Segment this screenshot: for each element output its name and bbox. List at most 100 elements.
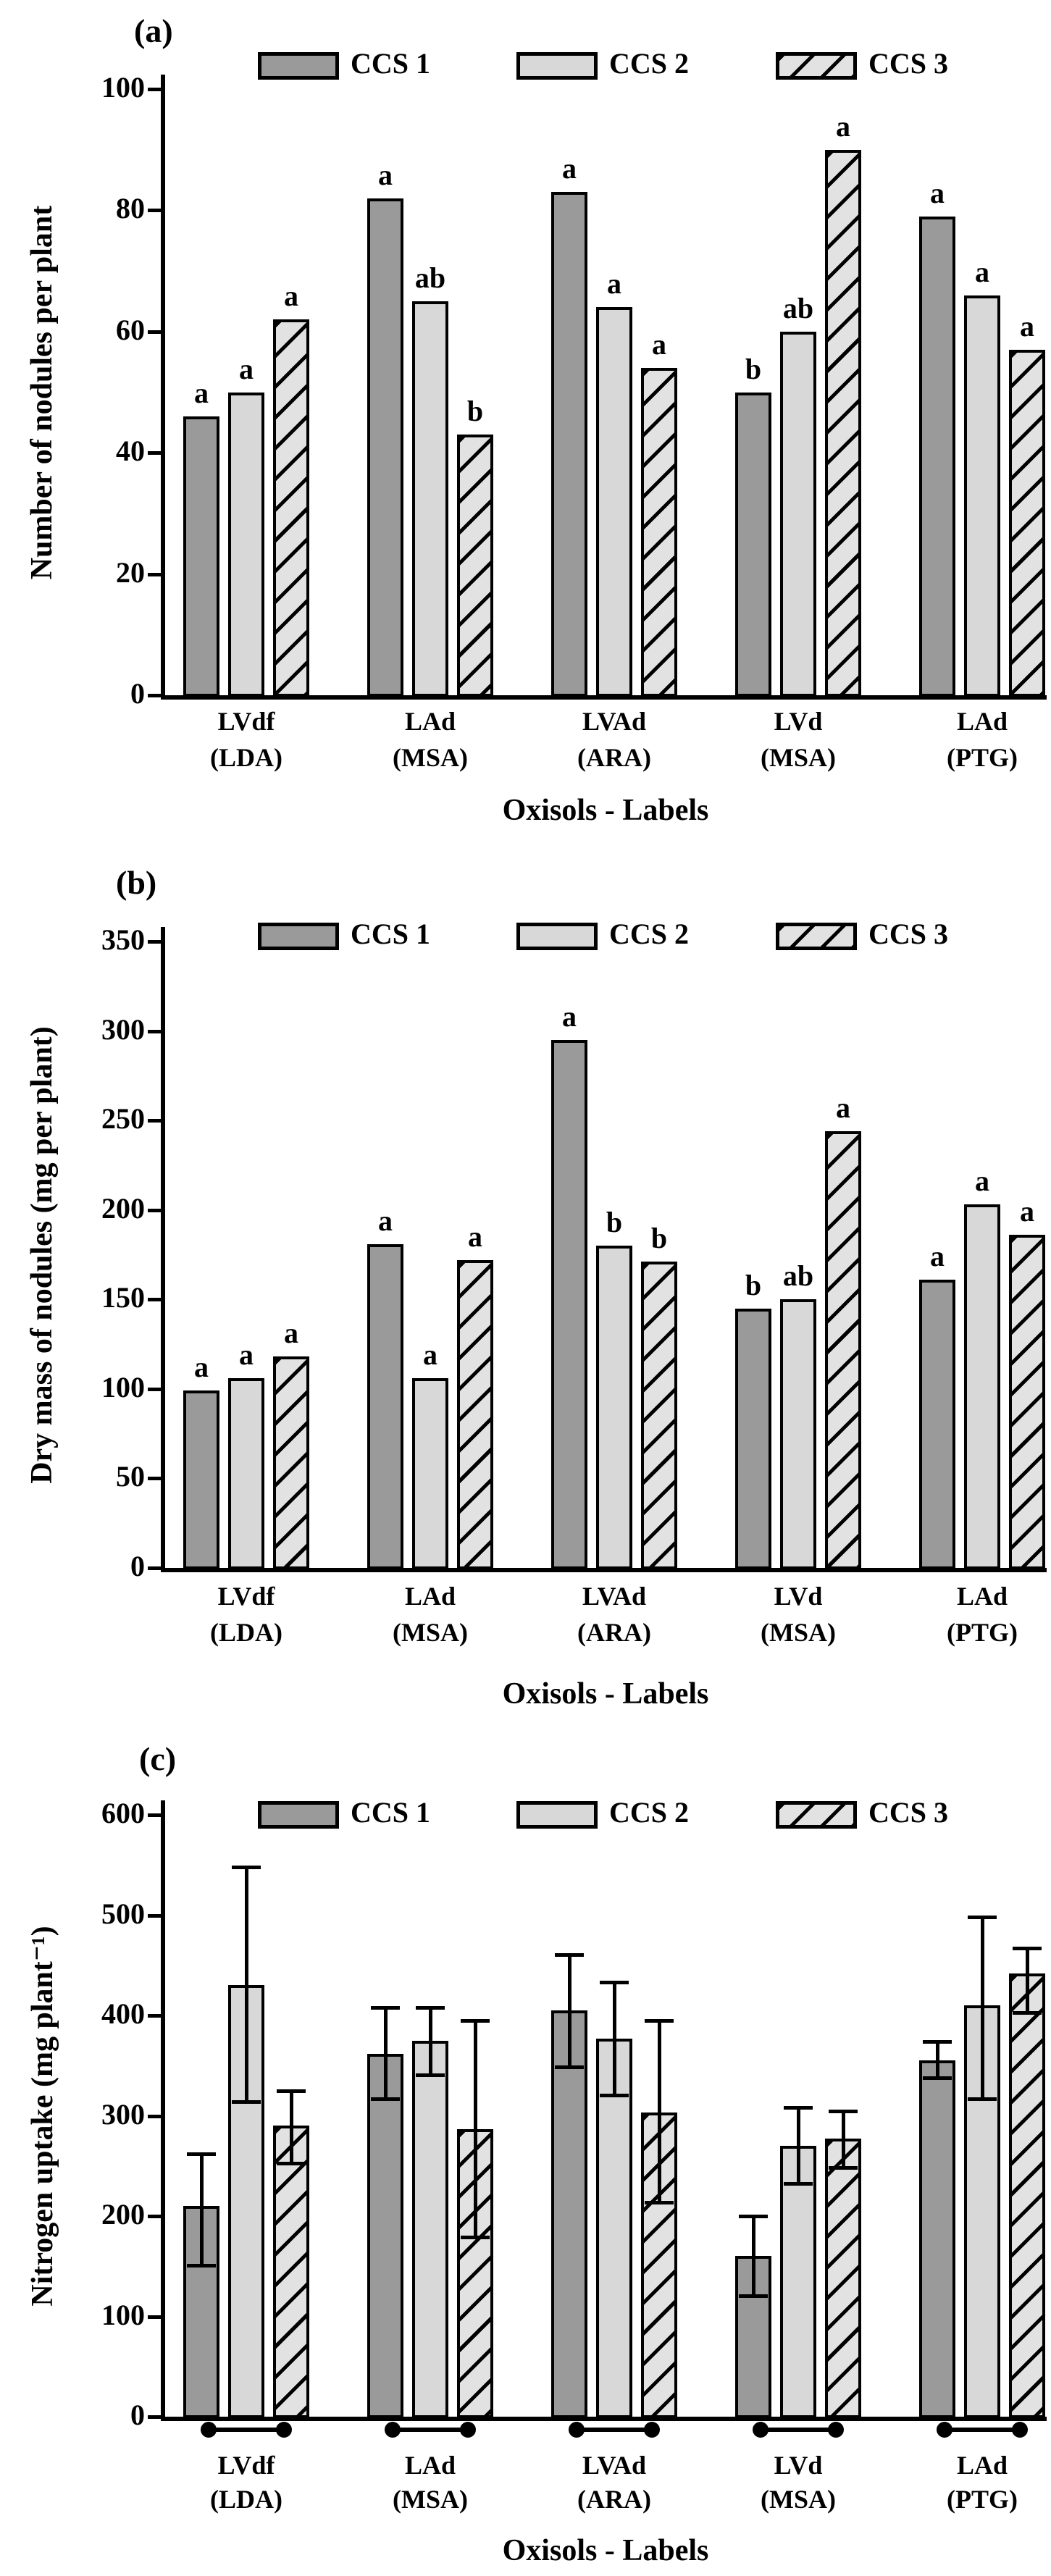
bar-b-g4-ccs-3 — [825, 1130, 861, 1569]
y-tick-label-c-100: 100 — [101, 2298, 145, 2331]
y-tick-label-a-100: 100 — [101, 71, 145, 104]
bar-c-g3-ccs-1 — [551, 2010, 587, 2418]
sig-letter-b-g2-ccs-3: a — [468, 1220, 482, 1253]
bar-b-g1-ccs-1 — [183, 1390, 219, 1569]
sig-letter-a-g3-ccs-3: a — [652, 328, 666, 361]
bar-b-g5-ccs-3 — [1009, 1235, 1045, 1569]
sig-letter-b-g2-ccs-2: a — [423, 1338, 437, 1372]
x-cat-label-b-g3-line2: (ARA) — [577, 1618, 651, 1647]
y-tick-label-a-20: 20 — [116, 555, 145, 589]
sig-letter-b-g3-ccs-3: b — [650, 1222, 668, 1255]
legend-label-ccs-3-c: CCS 3 — [868, 1796, 949, 1829]
x-cat-label-c-g4-line2: (MSA) — [761, 2485, 836, 2514]
error-bar-cap-bottom-c-g3-ccs-2 — [600, 2093, 629, 2097]
y-tick-label-b-150: 150 — [101, 1281, 145, 1314]
y-tick-label-b-300: 300 — [101, 1012, 145, 1046]
bar-c-g5-ccs-1 — [919, 2060, 955, 2418]
error-bar-line-c-g5-ccs-3 — [1026, 1948, 1029, 2014]
error-bar-cap-top-c-g4-ccs-1 — [739, 2215, 768, 2218]
bar-a-g4-ccs-1 — [735, 392, 771, 697]
error-bar-cap-top-c-g1-ccs-2 — [232, 1866, 261, 1870]
error-bar-cap-bottom-c-g1-ccs-1 — [187, 2264, 216, 2268]
bar-a-g1-ccs-3 — [273, 319, 309, 697]
y-tick-label-b-200: 200 — [101, 1191, 145, 1225]
bar-b-g3-ccs-1 — [551, 1039, 587, 1569]
sig-letter-b-g4-ccs-2: ab — [782, 1259, 814, 1293]
y-tick-label-c-500: 500 — [101, 1897, 145, 1930]
error-bar-cap-top-c-g1-ccs-1 — [187, 2152, 216, 2157]
error-bar-cap-bottom-c-g4-ccs-2 — [784, 2181, 813, 2186]
x-cat-label-a-g5-line1: LAd — [956, 707, 1008, 736]
y-tick-c-400 — [148, 2014, 161, 2018]
bar-a-g2-ccs-3 — [457, 435, 493, 697]
x-cat-label-a-g3-line2: (ARA) — [577, 743, 651, 772]
legend-swatch-ccs-3-b — [776, 923, 857, 950]
sig-letter-a-g5-ccs-1: a — [930, 176, 945, 209]
legend-label-ccs-2-c: CCS 2 — [609, 1796, 690, 1829]
bar-a-g4-ccs-3 — [825, 149, 861, 697]
group-marker-line-g4 — [761, 2428, 836, 2432]
legend-label-ccs-1-a: CCS 1 — [351, 47, 431, 80]
bar-c-g4-ccs-3 — [825, 2139, 861, 2418]
bar-c-g2-ccs-1 — [367, 2053, 403, 2418]
y-tick-b-150 — [148, 1298, 161, 1302]
y-tick-a-100 — [148, 88, 161, 91]
legend-label-ccs-3-a: CCS 3 — [868, 47, 949, 80]
bar-a-g2-ccs-2 — [412, 301, 448, 697]
bar-a-g3-ccs-1 — [551, 192, 587, 697]
bar-c-g4-ccs-2 — [780, 2146, 816, 2418]
error-bar-cap-top-c-g4-ccs-3 — [829, 2109, 858, 2113]
error-bar-cap-top-c-g2-ccs-3 — [461, 2018, 490, 2023]
legend-swatch-ccs-2-b — [516, 923, 598, 950]
bar-a-g3-ccs-2 — [596, 307, 632, 697]
sig-letter-a-g3-ccs-1: a — [562, 152, 577, 185]
panel-label-b: (b) — [116, 864, 157, 901]
y-tick-label-c-300: 300 — [101, 2097, 145, 2131]
legend-swatch-ccs-1-a — [258, 52, 339, 80]
panel-label-a: (a) — [134, 12, 173, 49]
y-tick-c-0 — [148, 2415, 161, 2419]
error-bar-cap-bottom-c-g5-ccs-1 — [923, 2076, 952, 2081]
error-bar-cap-top-c-g5-ccs-2 — [968, 1916, 997, 1920]
legend-label-ccs-2-b: CCS 2 — [609, 918, 690, 950]
sig-letter-a-g1-ccs-2: a — [239, 352, 254, 385]
bar-b-g3-ccs-3 — [641, 1262, 677, 1569]
error-bar-cap-top-c-g5-ccs-1 — [923, 2040, 952, 2044]
bar-c-g2-ccs-2 — [412, 2040, 448, 2418]
error-bar-cap-bottom-c-g5-ccs-2 — [968, 2097, 997, 2102]
error-bar-cap-bottom-c-g2-ccs-2 — [416, 2073, 445, 2078]
error-bar-cap-bottom-c-g2-ccs-1 — [371, 2097, 400, 2102]
x-axis-a — [161, 695, 1047, 700]
y-tick-b-0 — [148, 1566, 161, 1570]
y-tick-b-200 — [148, 1208, 161, 1212]
y-tick-a-80 — [148, 209, 161, 213]
x-cat-label-a-g1-line2: (LDA) — [210, 743, 282, 772]
sig-letter-a-g3-ccs-2: a — [607, 267, 621, 301]
bar-b-g2-ccs-3 — [457, 1259, 493, 1569]
x-cat-label-b-g5-line2: (PTG) — [947, 1618, 1018, 1647]
sig-letter-b-g4-ccs-1: b — [745, 1268, 762, 1301]
x-cat-label-c-g1-line1: LVdf — [217, 2451, 275, 2480]
y-axis-a — [161, 75, 165, 700]
sig-letter-b-g5-ccs-1: a — [930, 1240, 945, 1273]
sig-letter-a-g2-ccs-3: b — [466, 395, 484, 428]
legend-swatch-ccs-3-c — [776, 1801, 857, 1829]
sig-letter-b-g2-ccs-1: a — [378, 1204, 393, 1237]
error-bar-cap-top-c-g3-ccs-1 — [555, 1952, 584, 1957]
group-marker-line-g5 — [945, 2428, 1020, 2432]
y-tick-b-100 — [148, 1387, 161, 1391]
bar-a-g4-ccs-2 — [780, 331, 816, 697]
bar-c-g5-ccs-3 — [1009, 1973, 1045, 2418]
legend-swatch-ccs-2-a — [516, 52, 598, 80]
bar-b-g4-ccs-1 — [735, 1308, 771, 1569]
x-cat-label-c-g4-line1: LVd — [774, 2451, 823, 2480]
sig-letter-b-g3-ccs-2: b — [606, 1206, 623, 1239]
y-tick-label-b-350: 350 — [101, 923, 145, 956]
bar-a-g5-ccs-3 — [1009, 349, 1045, 697]
y-axis-b — [161, 927, 165, 1572]
x-axis-title-a: Oxisols - Labels — [502, 794, 709, 827]
error-bar-cap-top-c-g2-ccs-2 — [416, 2005, 445, 2010]
x-cat-label-a-g1-line1: LVdf — [217, 707, 275, 736]
error-bar-line-c-g2-ccs-2 — [429, 2007, 432, 2076]
sig-letter-a-g5-ccs-2: a — [975, 255, 989, 288]
